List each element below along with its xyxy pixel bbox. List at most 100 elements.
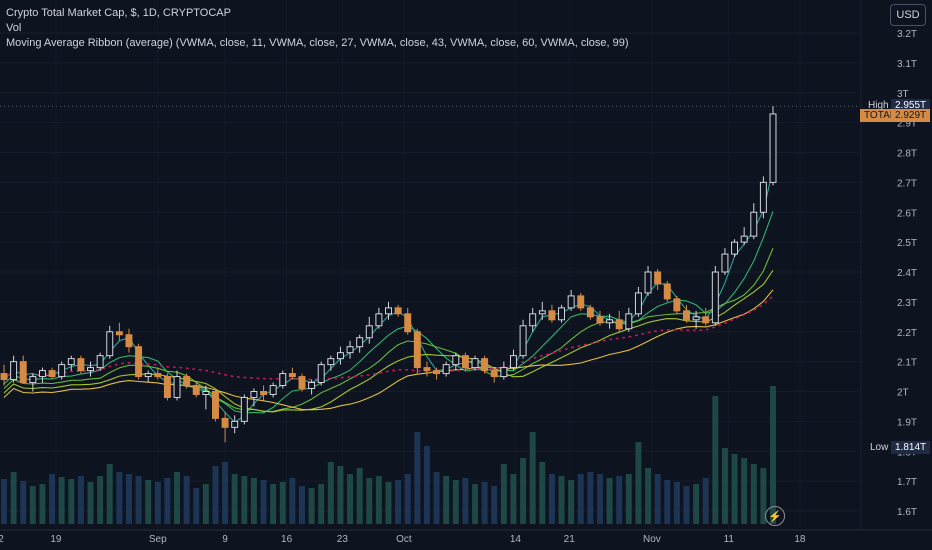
- candle-body: [173, 376, 181, 398]
- volume-bar: [577, 474, 584, 524]
- time-tick-label: 19: [50, 534, 62, 545]
- time-tick-label: 16: [281, 534, 293, 545]
- price-axis[interactable]: 3.2T 3.1T 3T 2.9T 2.8T 2.7T 2.6T 2.5T 2.4T 2.3T 2.…: [897, 29, 917, 518]
- volume-bar: [693, 484, 700, 524]
- volume-bar: [270, 484, 277, 524]
- volume-bar: [452, 480, 459, 524]
- ma-ribbon-indicator-label[interactable]: Moving Average Ribbon (average) (VWMA, c…: [6, 37, 629, 49]
- volume-bar: [125, 474, 132, 524]
- volume-bar: [472, 484, 478, 524]
- candle-body: [29, 376, 37, 384]
- volume-bar: [520, 458, 527, 524]
- volume-bar: [587, 472, 594, 524]
- time-tick-label: 11: [724, 534, 735, 545]
- ma-dotted-line: [3, 295, 774, 381]
- volume-bar: [491, 486, 498, 524]
- candle-body: [519, 325, 527, 357]
- ma-line: [3, 211, 774, 414]
- volume-bar: [510, 474, 517, 524]
- time-axis[interactable]: 12 19 Sep 9 16 23 Oct 14 21 Nov 11 18: [0, 529, 932, 545]
- candle-body: [490, 370, 498, 378]
- volume-bar: [635, 442, 642, 524]
- volume-bar: [193, 488, 200, 524]
- candle-body: [481, 358, 489, 372]
- volume-bar: [116, 472, 123, 524]
- candle-body: [115, 331, 123, 336]
- candle-body: [87, 367, 94, 372]
- lightning-icon[interactable]: ⚡: [765, 506, 785, 526]
- candle-body: [692, 316, 700, 321]
- candle-body: [183, 376, 191, 387]
- candle-body: [567, 295, 575, 309]
- price-tick-label: 2.4T: [897, 268, 917, 279]
- candle-body: [500, 367, 508, 378]
- volume-indicator-label[interactable]: Vol: [6, 22, 22, 34]
- volume-bar: [558, 476, 565, 524]
- candle-body: [298, 376, 306, 390]
- candle-body: [413, 331, 421, 369]
- volume-bar: [712, 396, 719, 524]
- time-tick-label: 18: [794, 534, 806, 545]
- volume-bar: [289, 478, 296, 524]
- candles: [0, 106, 777, 443]
- total-tag-label: TOTAL: [860, 109, 900, 122]
- candle-body: [385, 307, 392, 315]
- volume-bar: [97, 476, 104, 524]
- candle-body: [740, 235, 748, 243]
- candle-body: [67, 358, 75, 366]
- candle-body: [529, 313, 537, 327]
- price-tick-label: 2.1T: [897, 358, 917, 369]
- candle-body: [58, 364, 66, 378]
- volume-bar: [625, 474, 632, 524]
- candle-body: [125, 334, 133, 348]
- candle-body: [509, 355, 517, 369]
- volume-bar: [443, 476, 450, 524]
- volume-bar: [645, 468, 652, 524]
- volume-bar: [154, 482, 161, 524]
- candle-body: [144, 373, 152, 378]
- volume-bar: [529, 432, 536, 524]
- candle-body: [461, 355, 469, 369]
- volume-bar: [174, 472, 181, 524]
- candle-body: [260, 391, 268, 395]
- price-tick-label: 2.3T: [897, 298, 917, 309]
- candle-body: [10, 361, 18, 381]
- candle-body: [375, 313, 383, 327]
- volume-bar: [385, 482, 392, 524]
- price-tick-label: 2.5T: [897, 238, 917, 249]
- ma-line: [3, 247, 774, 412]
- low-tag-value: 1.814T: [891, 441, 931, 454]
- volume-bar: [596, 474, 603, 524]
- volume-bar: [702, 478, 709, 524]
- candle-body: [663, 283, 671, 300]
- candle-body: [202, 391, 210, 395]
- candle-body: [38, 370, 46, 378]
- candle-body: [548, 310, 556, 321]
- time-tick-label: 14: [510, 534, 522, 545]
- volume-bar: [20, 481, 27, 524]
- volume-bar: [68, 479, 75, 524]
- currency-button[interactable]: USD: [890, 4, 926, 26]
- time-tick-label: Oct: [396, 534, 412, 545]
- volume-bar: [202, 484, 209, 524]
- price-tick-label: 3.2T: [897, 29, 917, 40]
- volume-bar: [423, 446, 430, 524]
- volume-bar: [606, 478, 613, 524]
- candle-body: [471, 358, 479, 369]
- volume-bar: [164, 478, 171, 524]
- price-tick-label: 3.1T: [897, 59, 917, 70]
- candle-body: [634, 292, 642, 315]
- candle-body: [308, 382, 316, 390]
- candle-body: [288, 373, 296, 378]
- candle-body: [596, 316, 604, 324]
- candle-body: [644, 271, 652, 294]
- symbol-title[interactable]: Crypto Total Market Cap, $, 1D, CRYPTOCA…: [6, 7, 231, 19]
- volume-bar: [279, 482, 286, 524]
- volume-bar: [299, 486, 305, 524]
- price-tick-label: 2.9T: [897, 119, 917, 130]
- volume-bar: [231, 474, 238, 524]
- volume-bar: [250, 478, 257, 524]
- volume-bar: [318, 484, 325, 524]
- chart-legend: Crypto Total Market Cap, $, 1D, CRYPTOCA…: [6, 6, 629, 51]
